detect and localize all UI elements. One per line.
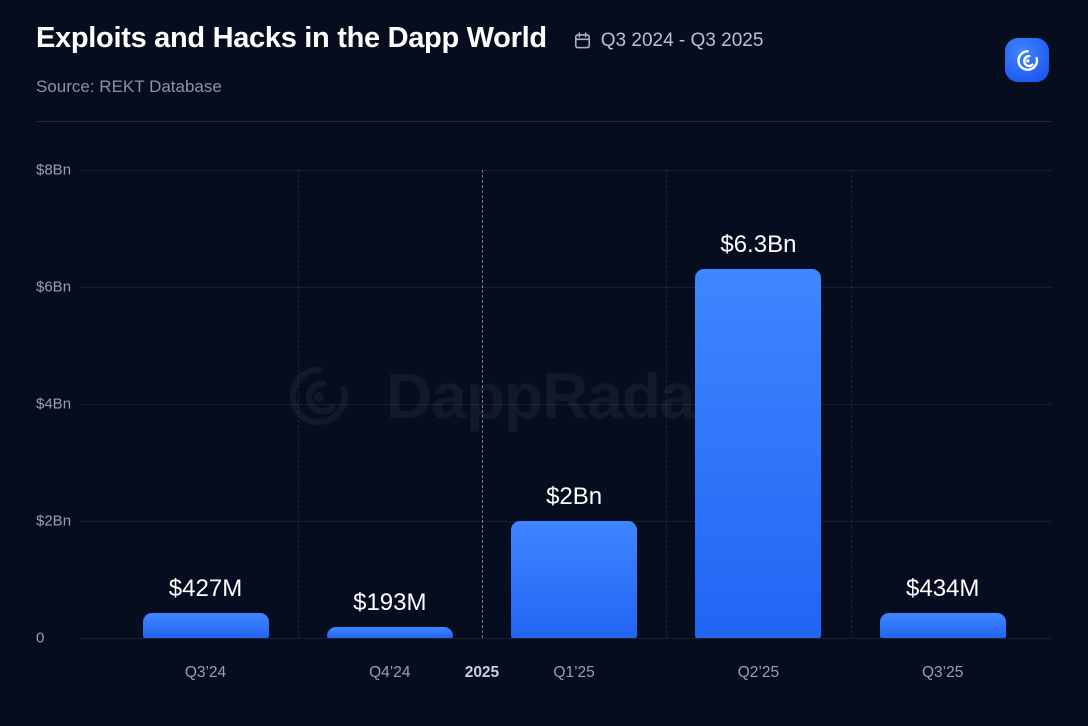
x-axis-tick-Q3’25: Q3’25 [922,664,964,681]
header-divider [36,121,1052,122]
dappradar-swirl-icon [1016,49,1038,71]
bar-Q4’24[interactable] [326,626,453,638]
dappradar-logo[interactable] [1005,38,1049,82]
bar-Q3’25[interactable] [879,612,1006,638]
bar-value-label: $2Bn [546,483,603,510]
source-label: Source: REKT Database [36,77,222,96]
watermark-logo-icon [289,366,348,426]
bar-chart: DappRadar $427M $193M $2Bn $6.3Bn $434M $8Bn… [0,162,1088,710]
x-axis-tick-Q1’25: Q1’25 [553,664,595,681]
gridline [80,404,1052,405]
bar-value-label: $434M [905,574,980,602]
bar-value-label: $193M [353,588,427,616]
x-axis-tick-Q3’24: Q3’24 [184,664,227,681]
gridline [80,638,1052,639]
date-range: Q3 2024 - Q3 2025 [573,29,764,52]
bar-Q3’24[interactable] [142,613,269,638]
category-divider-line [850,170,852,638]
y-axis-tick: $8Bn [36,161,72,179]
x-axis-tick-Q2’25: Q2’25 [737,664,780,681]
plot-area: DappRadar $427M $193M $2Bn $6.3Bn $434M [80,170,1052,639]
gridline [80,287,1052,288]
page-title: Exploits and Hacks in the Dapp World [36,22,547,54]
watermark-text: DappRadar [386,360,719,432]
category-divider-line [297,170,299,638]
category-divider-line [666,170,668,638]
bar-value-label: $427M [168,575,243,603]
header: Exploits and Hacks in the Dapp World Q3 … [36,22,988,55]
calendar-icon [574,32,590,49]
date-range-label: Q3 2024 - Q3 2025 [600,29,764,51]
year-divider-line [481,170,483,638]
x-axis-tick-Q4’24: Q4’24 [369,664,411,681]
y-axis-tick: $4Bn [36,395,72,413]
bar-Q2’25[interactable] [695,269,822,638]
y-axis-tick: 0 [36,629,45,647]
bar-Q1’25[interactable] [511,521,638,638]
gridline [80,170,1052,171]
y-axis-tick: $2Bn [36,512,72,530]
bar-value-label: $6.3Bn [720,231,797,259]
x-axis-year-label: 2025 [464,664,500,681]
y-axis-tick: $6Bn [36,278,72,296]
watermark: DappRadar [280,358,719,434]
